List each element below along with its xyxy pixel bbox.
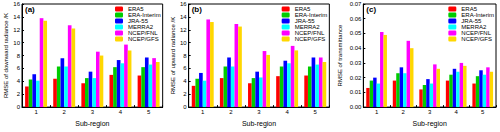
svg-text:NCEP/FNL: NCEP/FNL xyxy=(294,30,325,36)
svg-text:NCEP/GFS: NCEP/GFS xyxy=(295,36,326,42)
svg-text:8: 8 xyxy=(183,53,187,59)
svg-text:1: 1 xyxy=(34,109,38,115)
svg-text:2: 2 xyxy=(183,91,187,97)
svg-text:12: 12 xyxy=(13,27,20,33)
svg-text:(c): (c) xyxy=(366,5,376,14)
svg-text:JRA-55: JRA-55 xyxy=(128,18,148,24)
svg-text:MERRA2: MERRA2 xyxy=(294,24,320,30)
svg-text:Sub-region: Sub-region xyxy=(75,120,109,128)
svg-text:5: 5 xyxy=(147,109,151,115)
svg-text:16: 16 xyxy=(180,1,187,7)
svg-text:0.07: 0.07 xyxy=(350,1,362,7)
svg-text:5: 5 xyxy=(314,109,318,115)
svg-text:0.01: 0.01 xyxy=(350,89,362,95)
svg-text:2: 2 xyxy=(17,91,21,97)
svg-text:6: 6 xyxy=(183,65,187,71)
svg-text:4: 4 xyxy=(285,109,289,115)
svg-text:ERA-Interim: ERA-Interim xyxy=(128,12,161,18)
svg-text:ERA5: ERA5 xyxy=(461,6,477,12)
svg-text:ERA-Interim: ERA-Interim xyxy=(294,12,328,18)
svg-text:0.04: 0.04 xyxy=(350,45,362,51)
svg-text:14: 14 xyxy=(180,14,187,20)
svg-text:0.00: 0.00 xyxy=(350,104,362,110)
svg-text:4: 4 xyxy=(119,109,123,115)
svg-text:Sub-region: Sub-region xyxy=(242,120,276,128)
svg-text:3: 3 xyxy=(257,109,261,115)
svg-text:10: 10 xyxy=(180,40,187,46)
svg-text:NCEP/FNL: NCEP/FNL xyxy=(461,30,491,36)
svg-text:NCEP/FNL: NCEP/FNL xyxy=(128,30,158,36)
svg-text:NCEP/GFS: NCEP/GFS xyxy=(461,36,492,42)
svg-text:1: 1 xyxy=(201,109,205,115)
svg-text:4: 4 xyxy=(455,109,459,115)
svg-text:12: 12 xyxy=(180,27,187,33)
svg-text:3: 3 xyxy=(428,109,432,115)
svg-text:RMSE of transmittance: RMSE of transmittance xyxy=(337,24,343,86)
svg-text:MERRA2: MERRA2 xyxy=(461,24,487,30)
svg-text:NCEP/GFS: NCEP/GFS xyxy=(128,36,159,42)
svg-text:RMSE of downward radiance /K: RMSE of downward radiance /K xyxy=(3,13,9,98)
svg-text:0.03: 0.03 xyxy=(350,60,362,66)
svg-text:MERRA2: MERRA2 xyxy=(128,24,153,30)
svg-text:JRA-55: JRA-55 xyxy=(461,18,482,24)
svg-text:0: 0 xyxy=(17,104,21,110)
svg-text:8: 8 xyxy=(17,53,21,59)
svg-text:ERA5: ERA5 xyxy=(128,6,144,12)
svg-text:0.02: 0.02 xyxy=(350,75,362,81)
svg-text:0: 0 xyxy=(183,104,187,110)
svg-text:(a): (a) xyxy=(25,5,35,14)
svg-text:1: 1 xyxy=(375,109,379,115)
svg-text:10: 10 xyxy=(13,40,20,46)
svg-text:RMSE of upward radiance /K: RMSE of upward radiance /K xyxy=(170,17,176,94)
svg-text:5: 5 xyxy=(481,109,485,115)
svg-text:(b): (b) xyxy=(192,5,203,14)
svg-text:Sub-region: Sub-region xyxy=(413,120,447,128)
svg-text:14: 14 xyxy=(13,14,20,20)
svg-text:ERA5: ERA5 xyxy=(294,6,311,12)
svg-text:0.05: 0.05 xyxy=(350,30,362,36)
svg-text:ERA-Interim: ERA-Interim xyxy=(461,12,494,18)
svg-text:2: 2 xyxy=(63,109,67,115)
svg-text:0.06: 0.06 xyxy=(350,16,362,22)
svg-text:4: 4 xyxy=(17,78,21,84)
svg-text:2: 2 xyxy=(229,109,233,115)
svg-text:4: 4 xyxy=(183,78,187,84)
svg-text:2: 2 xyxy=(401,109,405,115)
svg-text:JRA-55: JRA-55 xyxy=(294,18,315,24)
svg-text:6: 6 xyxy=(17,65,21,71)
svg-text:3: 3 xyxy=(91,109,95,115)
svg-text:16: 16 xyxy=(13,1,20,7)
